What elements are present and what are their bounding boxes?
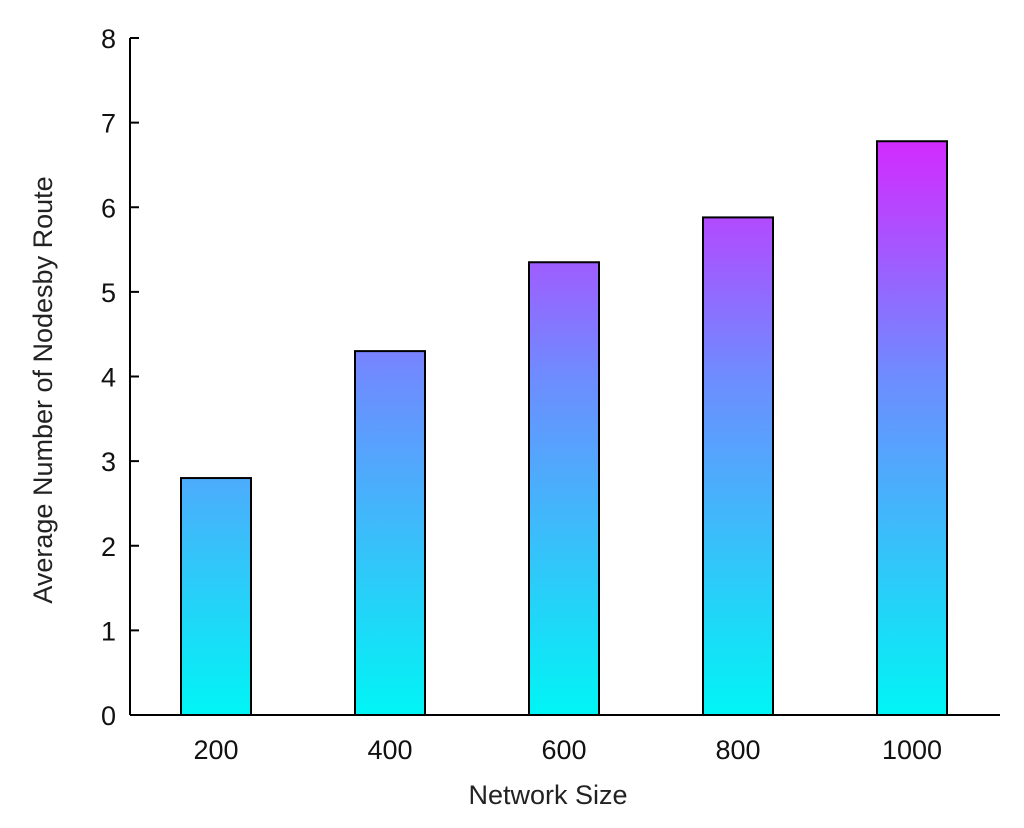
y-tick-label-5: 5: [101, 278, 116, 308]
bar-200: [180, 477, 252, 716]
x-tick-label-200: 200: [193, 735, 238, 765]
x-ticks-layer: 200 400 600 800 1000: [193, 735, 942, 765]
y-tick-label-0: 0: [101, 701, 116, 731]
bar-800: [702, 216, 774, 716]
x-tick-label-600: 600: [541, 735, 586, 765]
bars-layer: [180, 140, 948, 716]
y-tick-label-3: 3: [101, 447, 116, 477]
bar-600: [528, 261, 600, 716]
y-tick-label-1: 1: [101, 616, 116, 646]
y-ticks-layer: 0 1 2 3 4 5 6 7 8: [101, 24, 139, 731]
y-tick-label-4: 4: [101, 363, 116, 393]
bar-1000: [876, 140, 948, 716]
x-axis-title: Network Size: [468, 780, 627, 810]
y-axis-title: Average Number of Nodesby Route: [28, 176, 58, 603]
x-tick-label-400: 400: [367, 735, 412, 765]
x-tick-label-800: 800: [715, 735, 760, 765]
y-tick-label-6: 6: [101, 193, 116, 223]
y-tick-label-2: 2: [101, 532, 116, 562]
y-tick-label-7: 7: [101, 109, 116, 139]
x-tick-label-1000: 1000: [882, 735, 942, 765]
bar-400: [354, 350, 426, 716]
y-tick-label-8: 8: [101, 24, 116, 54]
